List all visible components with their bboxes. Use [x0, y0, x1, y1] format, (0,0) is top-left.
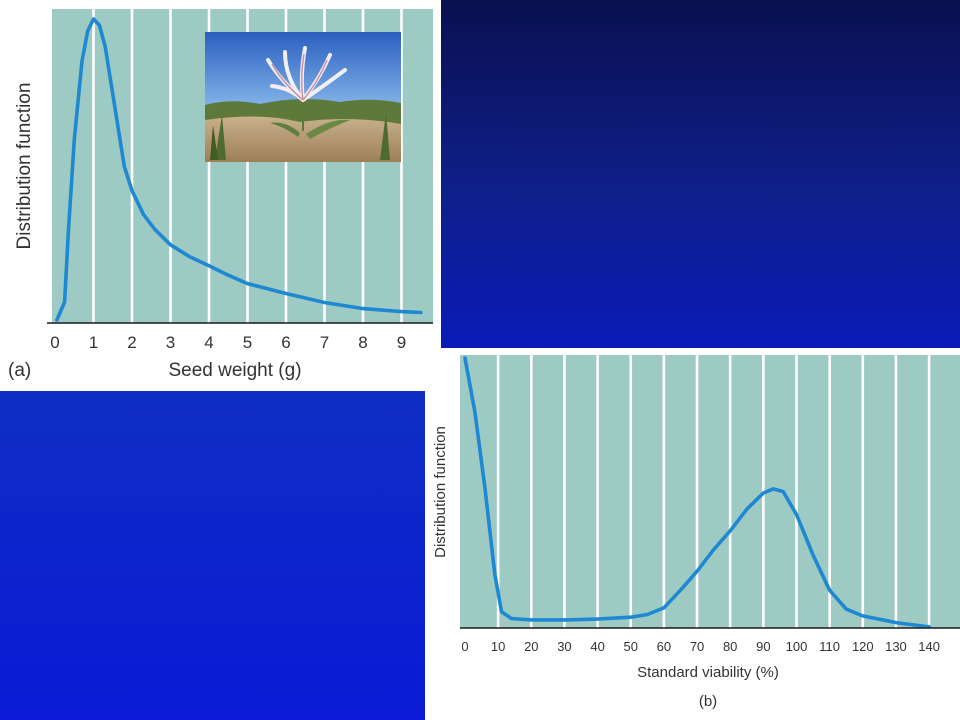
chart-a-y-axis-label: Distribution function	[14, 83, 35, 250]
chart-b-x-tick-label: 140	[918, 639, 940, 654]
chart-b-x-tick-label: 10	[491, 639, 505, 654]
chart-a-x-tick-labels: 0 1 2 3 4 5 6 7 8 9	[50, 333, 406, 352]
chart-b-gridlines	[496, 355, 931, 628]
chart-b-x-tick-label: 60	[657, 639, 671, 654]
chart-a-x-tick-label: 3	[166, 333, 175, 352]
chart-b-plot-area	[460, 355, 960, 628]
chart-b-x-tick-label: 70	[690, 639, 704, 654]
chart-b-x-tick-label: 0	[461, 639, 468, 654]
chart-a-seed-weight: 0 1 2 3 4 5 6 7 8 9 (a) Seed weight (g) Distribut…	[8, 9, 433, 381]
chart-a-x-tick-label: 6	[281, 333, 290, 352]
chart-b-x-tick-label: 20	[524, 639, 538, 654]
chart-a-x-tick-label: 2	[127, 333, 136, 352]
chart-a-series-line	[55, 17, 423, 322]
blue-background-bottom-left	[0, 391, 425, 720]
chart-b-x-tick-label: 80	[723, 639, 737, 654]
chart-a-panel-label: (a)	[8, 360, 31, 381]
chart-b-x-axis-label: Standard viability (%)	[637, 664, 779, 681]
chart-b-panel-label: (b)	[699, 693, 717, 710]
chart-b-x-tick-label: 40	[590, 639, 604, 654]
chart-b-standard-viability: 0 10 20 30 40 50 60 70 80 90 100 110 120 130 140 Stand…	[432, 355, 960, 710]
chart-a-x-tick-label: 1	[89, 333, 98, 352]
chart-b-x-tick-label: 30	[557, 639, 571, 654]
chart-a-x-tick-label: 5	[243, 333, 252, 352]
chart-a-x-tick-label: 7	[320, 333, 329, 352]
chart-b-x-tick-label: 120	[852, 639, 874, 654]
chart-a-x-axis-label: Seed weight (g)	[168, 360, 301, 381]
chart-b-x-tick-label: 50	[624, 639, 638, 654]
lily-flower-photo	[205, 32, 401, 162]
chart-b-series-line	[463, 356, 931, 629]
chart-a-x-tick-label: 4	[204, 333, 213, 352]
chart-b-x-tick-label: 90	[756, 639, 770, 654]
chart-a-x-tick-label: 8	[358, 333, 367, 352]
chart-b-x-tick-label: 130	[885, 639, 907, 654]
chart-b-y-axis-label: Distribution function	[432, 426, 449, 558]
blue-background-top-right	[441, 0, 960, 348]
chart-a-gridlines	[92, 9, 403, 323]
chart-b-x-tick-label: 110	[819, 639, 840, 654]
chart-b-x-tick-label: 100	[786, 639, 808, 654]
chart-a-x-tick-label: 0	[50, 333, 59, 352]
chart-b-x-tick-labels: 0 10 20 30 40 50 60 70 80 90 100 110 120 130 140	[461, 639, 940, 654]
chart-a-x-tick-label: 9	[397, 333, 406, 352]
